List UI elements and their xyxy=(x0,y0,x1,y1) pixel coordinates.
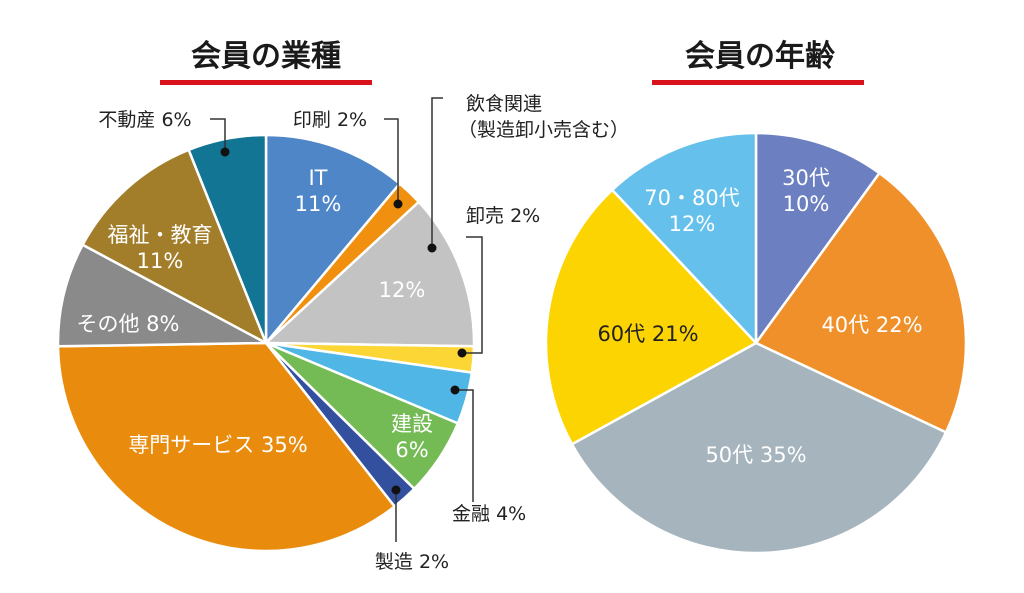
leader-dot-wholesale xyxy=(457,348,467,358)
age-title-underline xyxy=(652,80,864,85)
industry-slice-8 xyxy=(56,243,268,348)
slice-value-realestate: 6% xyxy=(161,109,191,131)
slice-label-it: IT xyxy=(308,166,327,190)
slice-label-50s-name: 50代 xyxy=(705,443,753,467)
industry-slice-2 xyxy=(264,200,476,348)
leader-dot-realestate xyxy=(220,147,230,157)
slice-value-30s: 10% xyxy=(783,192,830,216)
slice-value-finance: 4% xyxy=(496,503,526,525)
slice-label-30s: 30代 xyxy=(782,166,830,190)
slice-label-50s: 50代 35% xyxy=(705,443,806,467)
slice-label-print-name: 印刷 xyxy=(293,109,331,131)
leader-finance xyxy=(455,389,474,502)
slice-label-food-line: （製造卸小売含む） xyxy=(458,119,629,141)
slice-label-40s-name: 40代 xyxy=(821,313,869,337)
slice-label-construction: 建設 xyxy=(391,412,433,436)
age-slice-4 xyxy=(611,131,758,345)
slice-label-professional: 専門サービス 35% xyxy=(128,433,307,457)
industry-chart-title: 会員の業種 xyxy=(191,39,341,74)
leader-dot-finance xyxy=(450,385,460,395)
slice-label-realestate: 不動産 6% xyxy=(98,109,191,131)
industry-slice-7 xyxy=(56,341,396,553)
leader-food xyxy=(431,97,443,248)
slice-value-food: 12% xyxy=(379,278,426,302)
slice-value-70s80s: 12% xyxy=(669,212,716,236)
leader-realestate xyxy=(210,118,226,152)
industry-title-underline xyxy=(160,80,372,85)
slice-label-wholesale: 卸売 2% xyxy=(466,205,540,227)
leader-dot-print xyxy=(393,199,403,209)
slice-label-60s: 60代 21% xyxy=(597,322,698,346)
slice-label-70s80s: 70・80代 xyxy=(644,186,739,210)
age-pie xyxy=(544,131,968,555)
industry-slice-10 xyxy=(187,133,268,345)
age-slice-3 xyxy=(544,188,758,446)
slice-value-it: 11% xyxy=(295,192,342,216)
slice-value-professional: 35% xyxy=(261,433,308,457)
slice-label-realestate-name: 不動産 xyxy=(98,109,155,131)
slice-label-manufacturing-name: 製造 xyxy=(375,551,413,573)
slice-label-welfare: 福祉・教育 xyxy=(108,223,213,247)
slice-value-print: 2% xyxy=(337,109,367,131)
slice-value-50s: 35% xyxy=(760,443,807,467)
slice-label-professional-name: 専門サービス xyxy=(128,433,254,457)
slice-label-manufacturing: 製造 2% xyxy=(375,551,449,573)
slice-value-other: 8% xyxy=(146,312,179,336)
industry-slice-0 xyxy=(264,133,401,345)
slice-label-print: 印刷 2% xyxy=(293,109,367,131)
leader-wholesale xyxy=(462,236,483,354)
slice-value-manufacturing: 2% xyxy=(419,551,449,573)
slice-label-finance-name: 金融 xyxy=(452,503,490,525)
slice-value-40s: 22% xyxy=(876,313,923,337)
slice-label-wholesale-name: 卸売 xyxy=(466,205,504,227)
age-chart-title: 会員の年齢 xyxy=(685,39,835,74)
slice-label-food-line: 飲食関連 xyxy=(466,93,542,115)
leader-dot-food xyxy=(427,243,437,253)
industry-slice-9 xyxy=(81,148,268,345)
slice-value-wholesale: 2% xyxy=(510,205,540,227)
slice-label-60s-name: 60代 xyxy=(597,322,645,346)
slice-label-food: 飲食関連 （製造卸小売含む） xyxy=(458,93,629,141)
slice-value-welfare: 11% xyxy=(137,249,184,273)
age-slice-2 xyxy=(570,341,948,555)
slice-value-60s: 21% xyxy=(652,322,699,346)
age-slice-0 xyxy=(754,131,881,345)
slice-label-other-name: その他 xyxy=(76,312,139,336)
leader-dot-manufacturing xyxy=(391,485,401,495)
slice-value-construction: 6% xyxy=(395,438,428,462)
slice-label-other: その他 8% xyxy=(76,312,179,336)
leader-print xyxy=(384,118,399,204)
industry-pie xyxy=(56,133,476,553)
age-chart: 会員の年齢 30代 10% 40代 22% 50代 35% 60代 21% 70… xyxy=(544,39,968,555)
slice-label-finance: 金融 4% xyxy=(452,503,526,525)
slice-label-40s: 40代 22% xyxy=(821,313,922,337)
industry-chart: 会員の業種 IT 11% 12% 建設 6% 専門サービス 35% その他 8%… xyxy=(56,39,629,573)
